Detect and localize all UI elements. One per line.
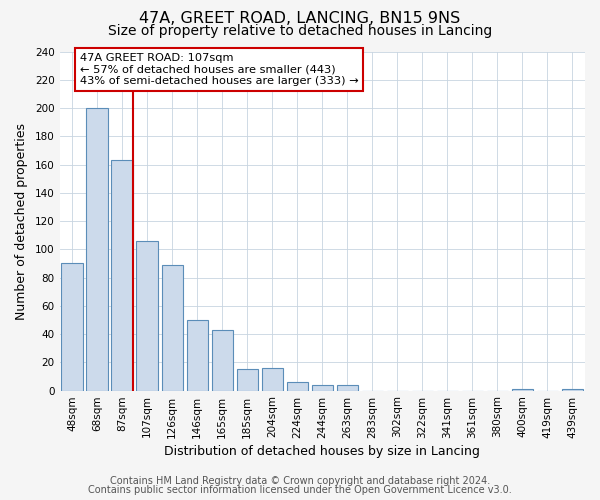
- Text: 47A, GREET ROAD, LANCING, BN15 9NS: 47A, GREET ROAD, LANCING, BN15 9NS: [139, 11, 461, 26]
- Bar: [212, 330, 233, 390]
- Bar: [236, 370, 258, 390]
- Y-axis label: Number of detached properties: Number of detached properties: [15, 122, 28, 320]
- Bar: [287, 382, 308, 390]
- Bar: [61, 264, 83, 390]
- Bar: [112, 160, 133, 390]
- Bar: [161, 265, 183, 390]
- Bar: [512, 389, 533, 390]
- Bar: [262, 368, 283, 390]
- Bar: [187, 320, 208, 390]
- Text: Contains HM Land Registry data © Crown copyright and database right 2024.: Contains HM Land Registry data © Crown c…: [110, 476, 490, 486]
- Bar: [86, 108, 108, 391]
- Text: 47A GREET ROAD: 107sqm
← 57% of detached houses are smaller (443)
43% of semi-de: 47A GREET ROAD: 107sqm ← 57% of detached…: [80, 53, 358, 86]
- Text: Size of property relative to detached houses in Lancing: Size of property relative to detached ho…: [108, 24, 492, 38]
- Bar: [311, 385, 333, 390]
- Bar: [136, 241, 158, 390]
- Bar: [562, 389, 583, 390]
- Text: Contains public sector information licensed under the Open Government Licence v3: Contains public sector information licen…: [88, 485, 512, 495]
- Bar: [337, 385, 358, 390]
- X-axis label: Distribution of detached houses by size in Lancing: Distribution of detached houses by size …: [164, 444, 480, 458]
